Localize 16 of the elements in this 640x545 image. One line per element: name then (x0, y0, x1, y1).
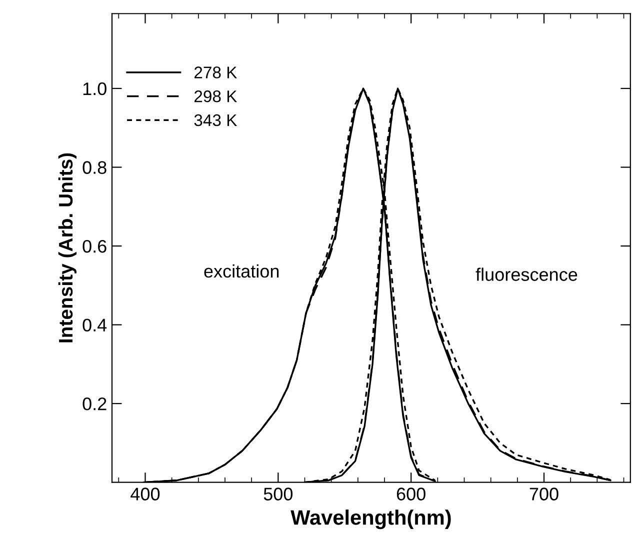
x-tick-label: 700 (530, 488, 558, 500)
y-tick-label: 1.0 (83, 82, 106, 96)
y-tick-label: 0.8 (82, 161, 106, 174)
legend-label: 343 K (194, 114, 238, 126)
y-axis-title: Intensity (Arb. Units) (58, 153, 76, 342)
y-tick-label: 0.2 (82, 397, 106, 410)
annotation: excitation (204, 264, 279, 278)
y-tick-label: 0.4 (82, 318, 107, 332)
x-tick-label: 600 (396, 488, 426, 500)
x-tick-label: 500 (264, 488, 293, 500)
legend-label: 298 K (194, 90, 238, 102)
x-axis-title: Wavelength(nm) (290, 510, 451, 530)
y-tick-label: 0.6 (82, 240, 106, 253)
x-tick-label: 400 (130, 488, 160, 500)
annotation: fluorescence (476, 268, 578, 281)
legend-label: 278 K (194, 66, 238, 78)
